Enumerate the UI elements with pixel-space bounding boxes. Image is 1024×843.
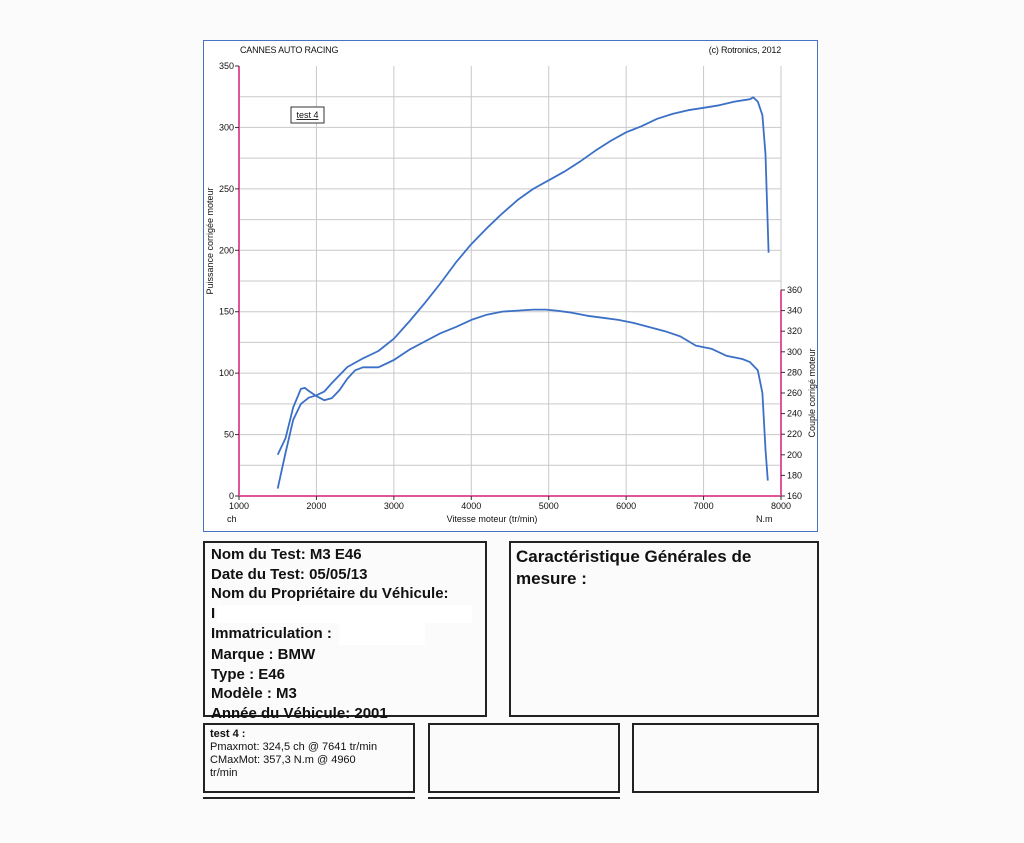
middle-underline	[428, 797, 620, 799]
torque-curve	[276, 308, 769, 481]
test-name: Nom du Test: M3 E46	[211, 546, 362, 563]
y2-tick-label: 300	[787, 347, 802, 357]
y2-axis-label: Couple corrigé moteur	[807, 348, 817, 437]
max-torque-line: CMaxMot: 357,3 N.m @ 4960	[210, 754, 356, 766]
x-tick-label: 8000	[771, 501, 791, 511]
legend-label: test 4	[296, 110, 318, 120]
plate-redaction	[339, 623, 426, 645]
owner-row: I	[211, 604, 479, 624]
max-torque-line-cont: tr/min	[210, 767, 238, 779]
y-tick-label: 100	[219, 368, 234, 378]
dyno-chart-frame: CANNES AUTO RACING (c) Rotronics, 2012 1…	[203, 40, 818, 532]
y2-tick-label: 320	[787, 326, 802, 336]
test-date: Date du Test: 05/05/13	[211, 565, 368, 583]
y2-tick-label: 260	[787, 388, 802, 398]
y-tick-label: 250	[219, 184, 234, 194]
y2-tick-label: 200	[787, 450, 802, 460]
vehicle-model: Modèle : M3	[211, 685, 297, 702]
summary-underline	[203, 797, 415, 799]
empty-box-right	[632, 723, 819, 793]
y-tick-label: 0	[229, 491, 234, 501]
y2-tick-label: 340	[787, 306, 802, 316]
owner-value: I	[211, 604, 216, 622]
vehicle-info-box: Nom du Test: M3 E46 Date du Test: 05/05/…	[203, 541, 487, 722]
dyno-chart: 1000 2000 3000 4000 5000 6000 7000 8000 0 50 100 15…	[205, 61, 817, 524]
shop-name: CANNES AUTO RACING	[240, 45, 339, 55]
y2-tick-label: 160	[787, 491, 802, 501]
y-axis-label: Puissance corrigée moteur	[205, 187, 215, 294]
legend-box	[290, 106, 325, 124]
y-tick-label: 150	[219, 307, 234, 317]
vehicle-brand: Marque : BMW	[211, 646, 316, 663]
owner-redaction	[217, 604, 473, 623]
y-tick-label: 300	[219, 122, 234, 132]
x-tick-label: 7000	[694, 501, 714, 511]
empty-box-middle	[428, 723, 620, 793]
x-tick-label: 2000	[306, 501, 326, 511]
y2-tick-label: 280	[787, 367, 802, 377]
x-tick-label: 1000	[229, 501, 249, 511]
characteristics-title: Caractéristique Générales de mesure :	[516, 547, 752, 588]
owner-label: Nom du Propriétaire du Véhicule:	[211, 585, 449, 602]
characteristics-box: Caractéristique Générales de mesure :	[509, 541, 819, 717]
vehicle-year: Année du Véhicule: 2001	[211, 704, 388, 722]
max-power-line: Pmaxmot: 324,5 ch @ 7641 tr/min	[210, 741, 378, 753]
x-unit-label: ch	[227, 514, 237, 524]
plate-label: Immatriculation :	[211, 624, 332, 642]
x-tick-label: 5000	[539, 501, 559, 511]
x-tick-label: 6000	[616, 501, 636, 511]
y2-tick-label: 220	[787, 429, 802, 439]
y2-tick-label: 240	[787, 409, 802, 419]
x-tick-label: 3000	[384, 501, 404, 511]
y2-tick-label: 360	[787, 285, 802, 295]
y2-unit-label: N.m	[756, 514, 773, 524]
x-tick-label: 4000	[461, 501, 481, 511]
summary-title: test 4 :	[210, 728, 246, 740]
power-curve	[276, 96, 770, 489]
plate-row: Immatriculation :	[211, 623, 479, 645]
y-tick-label: 350	[219, 61, 234, 71]
copyright: (c) Rotronics, 2012	[708, 45, 781, 55]
test-summary-box: test 4 : Pmaxmot: 324,5 ch @ 7641 tr/min…	[203, 723, 415, 793]
x-axis-label: Vitesse moteur (tr/min)	[447, 514, 538, 524]
y2-tick-label: 180	[787, 470, 802, 480]
y-tick-label: 200	[219, 245, 234, 255]
y-tick-label: 50	[224, 430, 234, 440]
vehicle-type: Type : E46	[211, 665, 285, 683]
